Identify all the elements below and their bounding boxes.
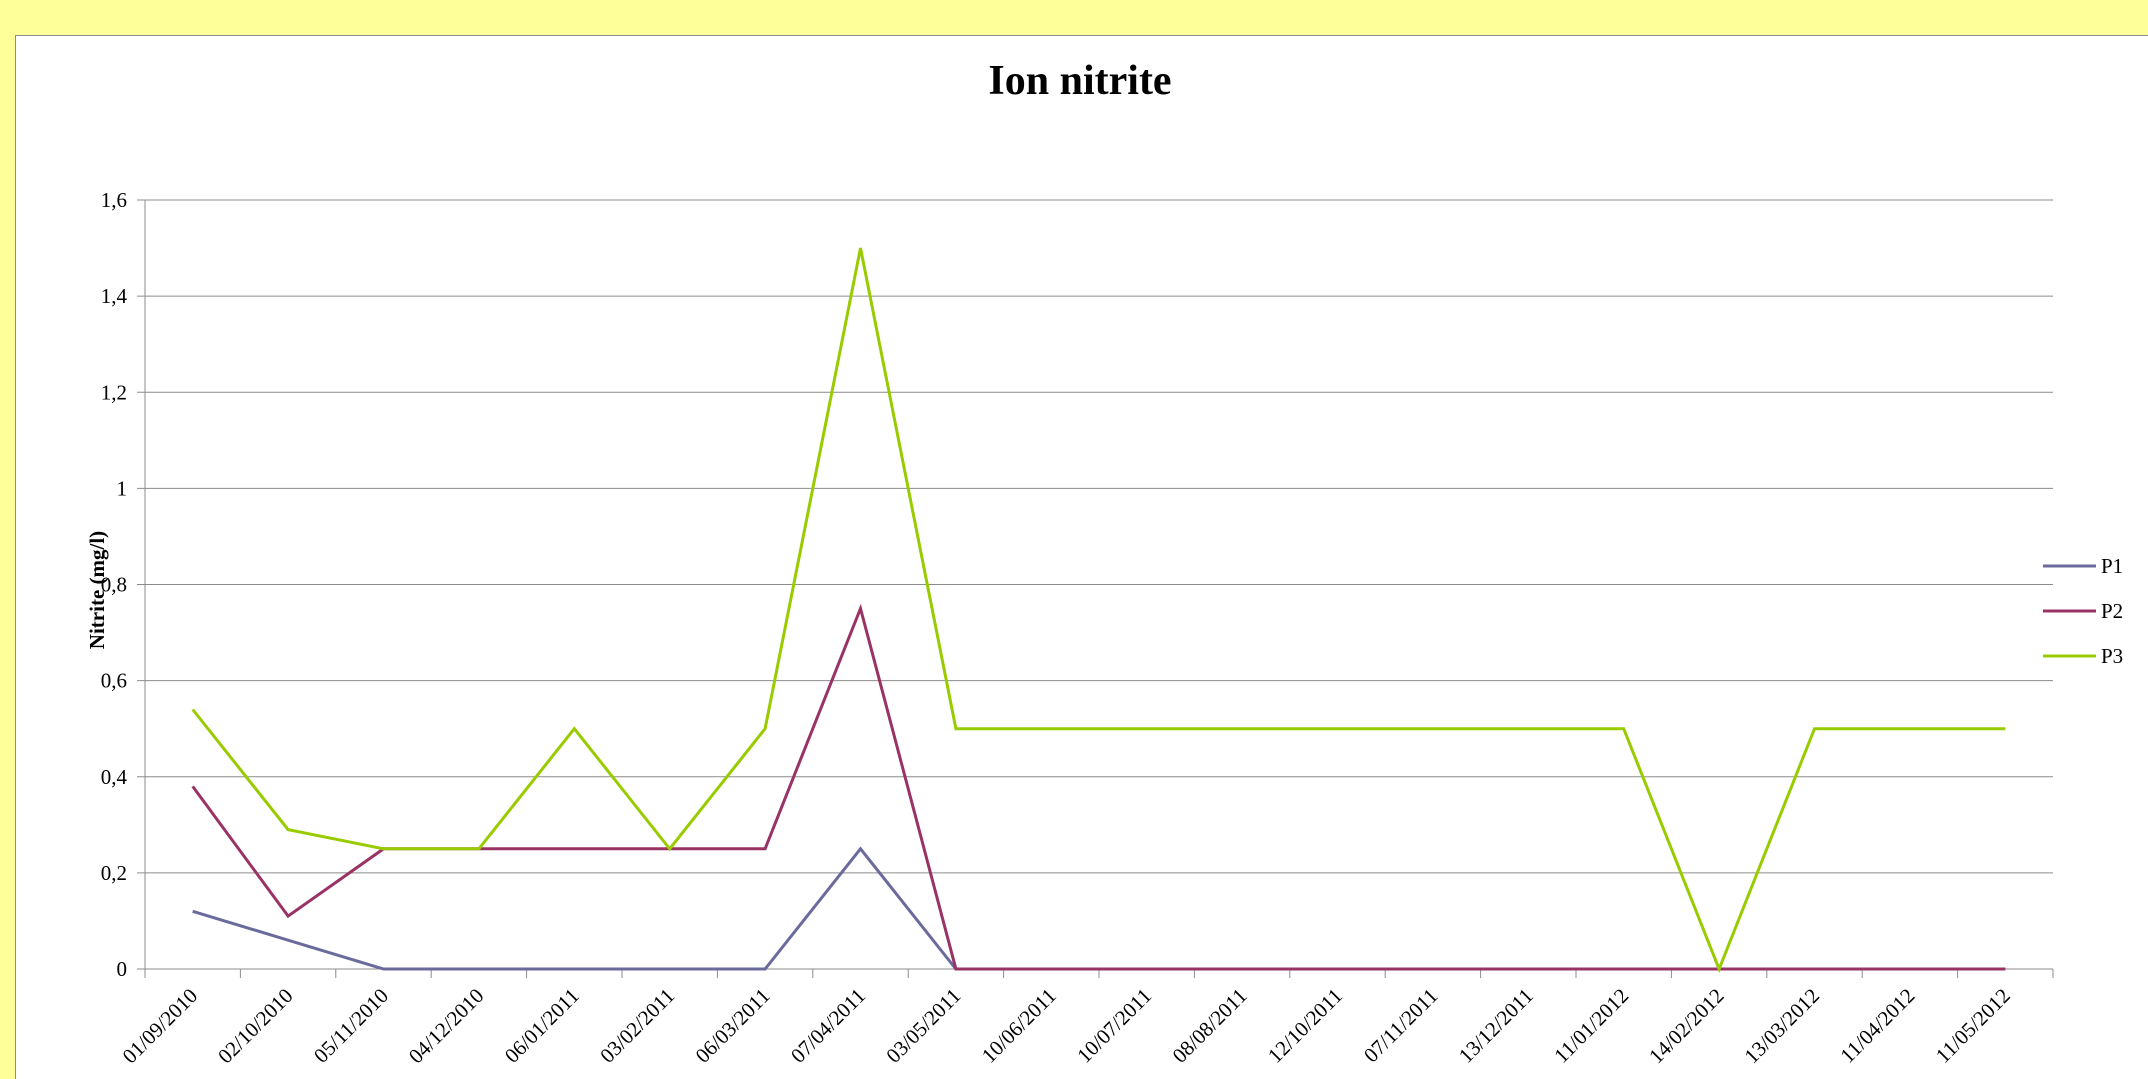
y-tick-label: 1,2 [101,380,127,404]
x-tick-label: 10/07/2011 [1072,984,1156,1068]
y-tick-label: 0,6 [101,669,127,693]
y-tick-label: 0,8 [101,573,127,597]
series-line-p2 [191,603,2006,971]
y-tick-label: 1,4 [101,284,128,308]
x-tick-label: 11/01/2012 [1549,984,1633,1068]
x-tick-label: 14/02/2012 [1644,984,1729,1069]
series-line-p1 [192,846,2006,971]
series-lines [191,247,2006,974]
x-tick-label: 02/10/2010 [213,984,298,1069]
legend-label-p1: P1 [2101,554,2123,578]
x-tick-label: 11/04/2012 [1835,984,1919,1068]
legend-label-p3: P3 [2101,644,2123,668]
y-tick-label: 0 [117,957,128,981]
chart-title: Ion nitrite [988,58,1171,104]
legend-label-p2: P2 [2101,599,2123,623]
x-tick-label: 07/04/2011 [786,984,870,1068]
y-tick-label: 0,2 [101,861,127,885]
x-tick-label: 12/10/2011 [1263,984,1347,1068]
legend: P1 P2 P3 [2043,554,2123,668]
x-tick-label: 04/12/2010 [404,984,489,1069]
chart-area [15,35,2148,1079]
x-tick-label: 10/06/2011 [977,984,1061,1068]
x-tick-label: 03/05/2011 [881,984,965,1068]
series-line-p3 [191,247,2006,974]
y-tick-labels: 0 0,2 0,4 0,6 0,8 1 1,2 1,4 1,6 [101,188,128,981]
x-tick-label: 13/12/2011 [1454,984,1538,1068]
x-tick-label: 06/01/2011 [500,984,584,1068]
axes [137,199,2054,978]
x-tick-label: 11/05/2012 [1931,984,2015,1068]
x-tick-label: 13/03/2012 [1739,984,1824,1069]
x-tick-label: 07/11/2011 [1359,984,1443,1068]
x-tick-label: 05/11/2010 [309,984,393,1068]
x-tick-label: 06/03/2011 [691,984,775,1068]
grid-lines [145,199,2053,874]
x-tick-label: 03/02/2011 [595,984,679,1068]
y-tick-label: 0,4 [101,765,128,789]
x-tick-labels: 01/09/2010 02/10/2010 05/11/2010 04/12/2010… [118,984,2015,1069]
y-tick-label: 1,6 [101,188,127,212]
y-axis-label: Nitrite (mg/l) [85,531,109,649]
x-tick-label: 01/09/2010 [118,984,203,1069]
y-tick-label: 1 [117,476,128,500]
x-tick-label: 08/08/2011 [1168,984,1252,1068]
